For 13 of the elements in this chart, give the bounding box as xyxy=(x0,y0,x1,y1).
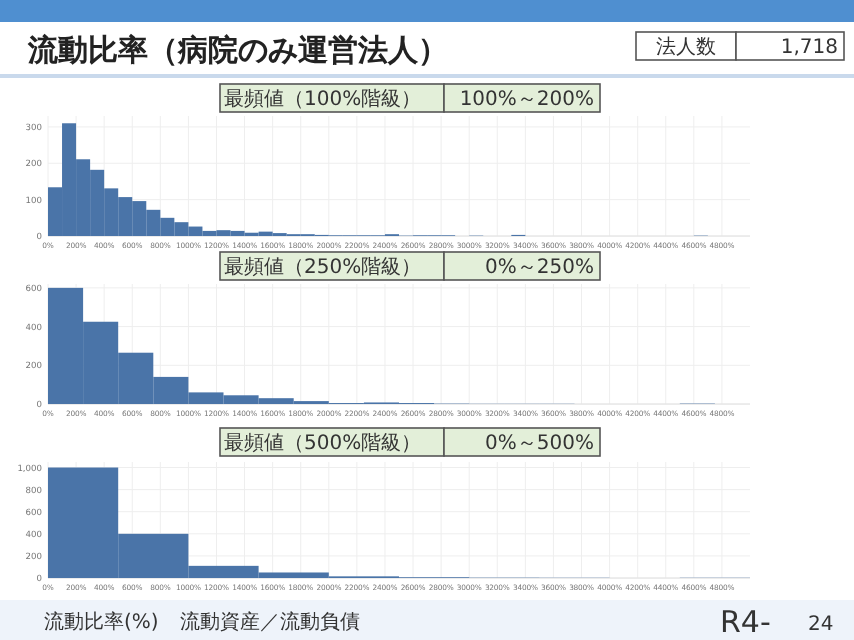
chart-title: 流動比率（病院のみ運営法人） xyxy=(26,32,448,68)
text: 100%～200% xyxy=(459,89,594,111)
text: 0%～250% xyxy=(485,257,594,279)
text: 法人数 xyxy=(656,35,716,59)
text: 最頻値（100%階級） xyxy=(224,87,422,111)
text: R4- xyxy=(720,604,771,640)
text: 24 xyxy=(808,614,834,636)
text: 1,718 xyxy=(780,37,838,59)
text: 0%～500% xyxy=(485,433,594,455)
text: 最頻値（500%階級） xyxy=(224,431,422,455)
text: 流動資産／流動負債 xyxy=(180,610,360,634)
text: 流動比率(%) xyxy=(44,610,159,634)
text: 最頻値（250%階級） xyxy=(224,255,422,279)
